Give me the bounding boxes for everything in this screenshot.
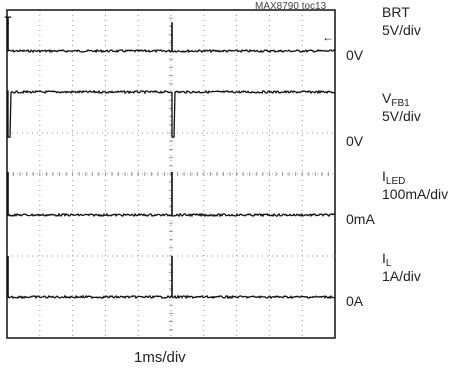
x-axis-label: 1ms/div bbox=[134, 349, 186, 366]
channel-name-brt: BRT bbox=[382, 4, 410, 20]
channel-name-main: I bbox=[382, 250, 386, 266]
channel-name-subscript: L bbox=[385, 258, 392, 269]
ref-level-il: 0A bbox=[346, 293, 364, 309]
channel-name-main: I bbox=[382, 168, 386, 184]
trigger-marker: T bbox=[5, 15, 12, 27]
trace-il bbox=[6, 294, 336, 300]
channel-name-main: V bbox=[382, 90, 392, 107]
channel-scale-vfb1: 5V/div bbox=[382, 108, 421, 125]
channel-name-main: BRT bbox=[382, 4, 410, 20]
channel-name-subscript: LED bbox=[385, 176, 406, 187]
channel-name-vfb1: VFB1 bbox=[382, 90, 410, 110]
trace-iled bbox=[6, 212, 336, 218]
ref-level-vfb1: 0V bbox=[346, 133, 364, 150]
plot-frame bbox=[6, 9, 336, 339]
channel-name-subscript: FB1 bbox=[391, 98, 410, 110]
channel-scale-brt: 5V/div bbox=[382, 22, 421, 38]
channel-name-iled: ILED bbox=[382, 168, 405, 188]
figure-id: MAX8790 toc13 bbox=[255, 1, 327, 12]
trigger-level-marker: ← bbox=[322, 30, 334, 44]
channel-scale-iled: 100mA/div bbox=[382, 186, 449, 202]
ref-level-brt: 0V bbox=[346, 47, 364, 63]
ref-level-iled: 0mA bbox=[346, 211, 375, 227]
trace-brt bbox=[6, 48, 336, 54]
channel-name-il: IL bbox=[382, 250, 391, 270]
trace-vfb1 bbox=[7, 89, 336, 138]
channel-scale-il: 1A/div bbox=[382, 268, 421, 284]
